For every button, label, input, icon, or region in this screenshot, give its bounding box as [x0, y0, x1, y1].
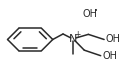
Text: •: • — [94, 8, 98, 14]
Text: OH: OH — [102, 51, 117, 61]
Text: OH: OH — [82, 9, 97, 19]
Text: N: N — [69, 35, 78, 44]
Text: +: + — [75, 30, 81, 39]
Text: OH: OH — [105, 35, 120, 44]
